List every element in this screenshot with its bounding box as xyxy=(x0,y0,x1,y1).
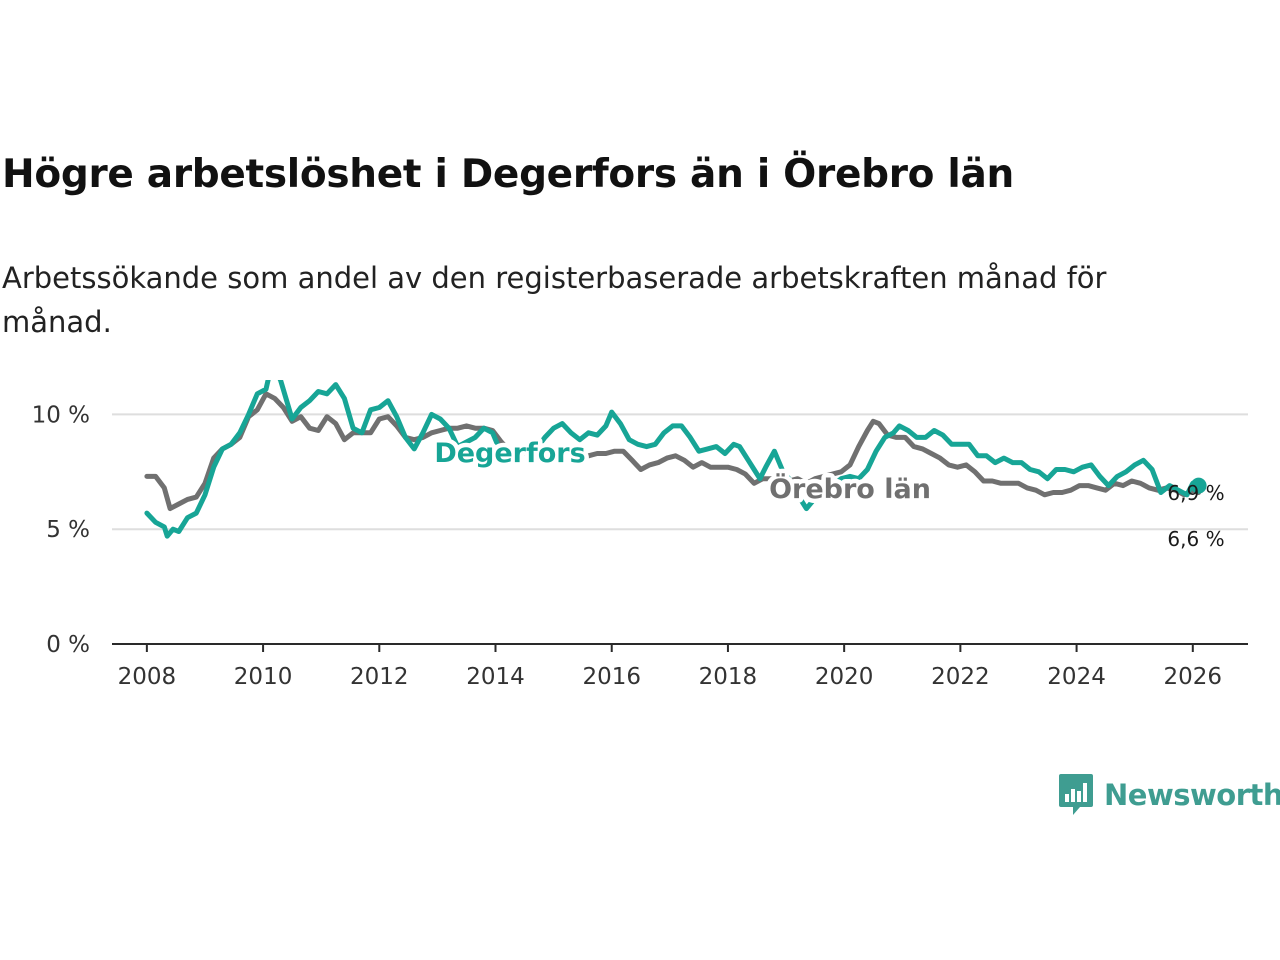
x-tick-label: 2012 xyxy=(350,664,409,690)
series-line-degerfors xyxy=(144,380,1202,539)
y-axis: 0 % 5 % 10 % xyxy=(32,402,90,658)
end-label-orebro-lan: 6,6 % xyxy=(1167,527,1224,551)
brand-name: Newsworthy xyxy=(1104,778,1280,812)
x-tick-label: 2010 xyxy=(234,664,293,690)
x-tick-label: 2008 xyxy=(118,664,177,690)
series-lines xyxy=(144,380,1202,539)
y-tick-label: 10 % xyxy=(32,402,90,428)
x-axis: 2008 2010 2012 2014 2016 2018 2020 2022 2024 2026 xyxy=(118,644,1222,690)
y-tick-label: 0 % xyxy=(46,632,90,658)
end-markers: 6,9 % 6,6 % xyxy=(1167,477,1225,551)
x-tick-label: 2022 xyxy=(931,664,990,690)
x-tick-label: 2020 xyxy=(815,664,874,690)
end-point-degerfors xyxy=(1190,477,1207,494)
newsworthy-logo-icon xyxy=(1059,774,1093,815)
x-tick-label: 2016 xyxy=(582,664,641,690)
x-tick-label: 2026 xyxy=(1164,664,1223,690)
x-tick-label: 2014 xyxy=(466,664,525,690)
x-tick-label: 2024 xyxy=(1047,664,1106,690)
newsworthy-brand: Newsworthy xyxy=(1058,772,1280,818)
line-chart: 0 %5 %10 % 2008 2010 2012 2014 2016 2018 2020 2… xyxy=(32,380,1248,690)
y-tick-label: 5 % xyxy=(46,517,90,543)
series-label-orebro-lan: Örebro län xyxy=(769,472,931,505)
chart-title: Högre arbetslöshet i Degerfors än i Öreb… xyxy=(2,152,1014,197)
series-labels: Degerfors Örebro län xyxy=(430,434,936,510)
chart-subtitle: Arbetssökande som andel av den registerb… xyxy=(2,261,1107,339)
series-label-degerfors: Degerfors xyxy=(434,438,585,469)
x-tick-label: 2018 xyxy=(699,664,758,690)
end-label-degerfors: 6,9 % xyxy=(1167,481,1224,505)
series-line-örebro-län xyxy=(144,391,1202,512)
